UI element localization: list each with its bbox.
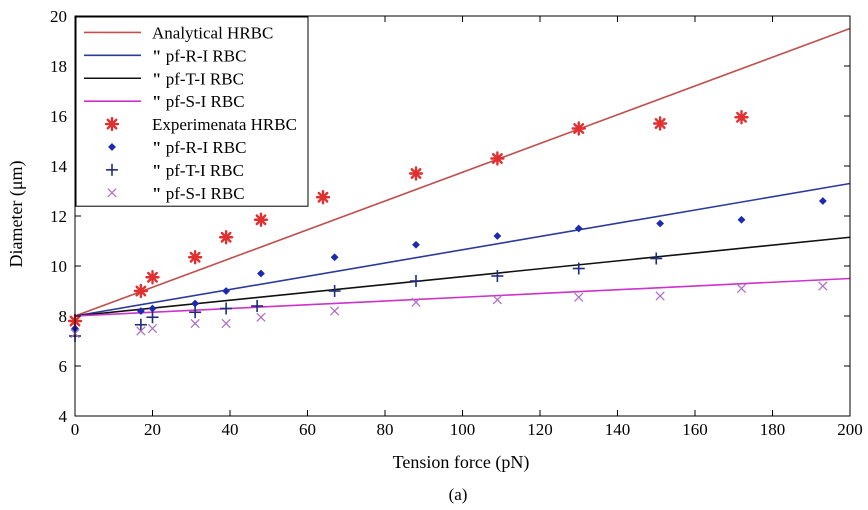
y-tick-label-0: 4 (59, 407, 68, 426)
x-tick-label-6: 120 (527, 420, 553, 439)
series-5-point-1 (136, 307, 145, 315)
series-7-point-8 (492, 295, 503, 305)
series-6-point-9 (572, 262, 585, 275)
series-7-point-12 (818, 281, 828, 291)
series-5-point-5 (257, 269, 265, 278)
series-4-point-8 (490, 151, 505, 166)
x-tick-label-10: 200 (837, 420, 863, 439)
series-7-point-2 (147, 323, 158, 334)
series-5-point-6 (330, 253, 339, 262)
series-5-point-7 (412, 240, 420, 249)
series-6-point-10 (650, 252, 663, 265)
series-4-point-6 (315, 190, 331, 205)
series-7-point-3 (190, 318, 200, 329)
series-5-point-11 (737, 215, 746, 224)
series-6-point-3 (189, 306, 202, 319)
y-axis-label: Diameter (μm) (6, 160, 27, 267)
x-tick-label-4: 80 (377, 420, 394, 439)
series-7-point-10 (655, 291, 665, 301)
series-6-point-5 (251, 300, 264, 312)
series-5-point-4 (222, 287, 231, 295)
series-line-0 (74, 27, 851, 317)
legend-item-4-swatch (104, 116, 120, 132)
series-7-point-6 (329, 306, 340, 316)
y-tick-label-7: 18 (50, 57, 67, 76)
series-5-point-12 (818, 197, 827, 205)
legend-item-7-swatch (107, 188, 117, 198)
series-7-point-4 (221, 318, 231, 329)
series-4-point-7 (408, 166, 424, 181)
series-4-point-4 (218, 230, 234, 245)
series-4-point-11 (734, 110, 749, 125)
series-7-point-1 (136, 326, 146, 336)
legend-item-5-label: " pf-R-I RBC (152, 138, 246, 157)
series-line-2 (74, 236, 851, 317)
legend-item-4-label: Experimenata HRBC (152, 115, 297, 134)
legend-item-2-label: " pf-T-I RBC (152, 69, 244, 88)
series-4-point-5 (253, 212, 269, 227)
series-5-point-9 (574, 224, 583, 233)
y-tick-label-2: 8 (59, 307, 68, 326)
series-6-point-4 (220, 302, 233, 315)
y-tick-label-4: 12 (50, 207, 67, 226)
x-tick-label-9: 180 (760, 420, 786, 439)
legend-box (75, 16, 309, 207)
legend-item-7-label: " pf-S-I RBC (152, 184, 245, 203)
y-tick-label-5: 14 (50, 157, 68, 176)
series-7-point-5 (256, 312, 266, 322)
y-tick-label-1: 6 (59, 357, 68, 376)
legend-item-1-label: " pf-R-I RBC (152, 46, 246, 65)
x-tick-label-7: 140 (605, 420, 631, 439)
x-tick-label-8: 160 (682, 420, 708, 439)
series-7-point-9 (574, 292, 584, 302)
series-5-point-8 (493, 232, 502, 240)
legend-item-0-label: Analytical HRBC (152, 23, 273, 42)
series-4-point-1 (133, 283, 149, 299)
y-tick-label-6: 16 (50, 107, 67, 126)
x-tick-label-5: 100 (450, 420, 476, 439)
legend-item-3-label: " pf-S-I RBC (152, 92, 245, 111)
series-7-point-11 (736, 283, 747, 294)
series-6-point-7 (410, 275, 422, 287)
x-tick-label-1: 20 (144, 420, 161, 439)
series-line-3 (74, 277, 851, 317)
series-4-point-2 (145, 270, 160, 285)
series-line-1 (74, 182, 851, 317)
y-tick-label-8: 20 (50, 7, 67, 26)
series-6-point-6 (328, 285, 341, 297)
legend-item-5-swatch (108, 143, 116, 151)
axes-layer: 0 20 40 60 80 100 120 140 160 180 200 4 6 8 10 12 14 16 18… (50, 7, 863, 439)
x-axis-label: Tension force (pN) (393, 452, 530, 473)
series-7-point-7 (411, 297, 421, 307)
y-tick-label-3: 10 (50, 257, 67, 276)
series-6-point-1 (134, 318, 147, 331)
series-6-point-8 (491, 270, 504, 282)
series-6-point-2 (146, 311, 159, 324)
series-layer (67, 27, 851, 342)
legend-item-6-swatch (106, 163, 118, 176)
x-tick-label-3: 60 (299, 420, 316, 439)
x-tick-label-2: 40 (222, 420, 239, 439)
series-4-point-9 (571, 121, 586, 136)
legend-item-6-label: " pf-T-I RBC (152, 161, 244, 180)
series-4-point-3 (187, 250, 203, 265)
figure-caption: (a) (449, 485, 468, 504)
legend: Analytical HRBC " pf-R-I RBC " pf-T-I RBC "… (75, 16, 309, 207)
series-5-point-10 (656, 219, 665, 228)
x-tick-label-0: 0 (71, 420, 80, 439)
series-4-point-10 (652, 116, 668, 131)
